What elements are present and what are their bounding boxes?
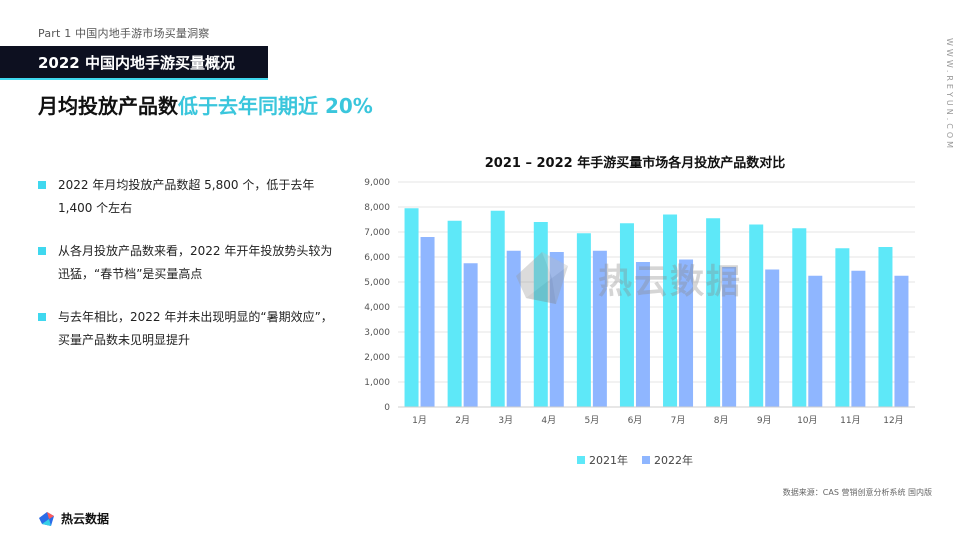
y-tick-label: 3,000 xyxy=(364,328,390,338)
bar-2022年 xyxy=(894,275,909,407)
bar-2022年 xyxy=(463,263,478,407)
insight-list: 2022 年月均投放产品数超 5,800 个，低于去年 1,400 个左右 从各… xyxy=(38,174,338,372)
y-tick-label: 5,000 xyxy=(364,278,390,288)
section-banner: 2022 中国内地手游买量概况 xyxy=(0,46,268,80)
bar-2021年 xyxy=(663,214,678,407)
x-tick-label: 3月 xyxy=(498,415,513,426)
legend-label-2021: 2021年 xyxy=(589,454,628,467)
bar-2022年 xyxy=(549,252,564,407)
insight-item: 与去年相比，2022 年并未出现明显的“暑期效应”，买量产品数未见明显提升 xyxy=(38,306,338,352)
bullet-square-icon xyxy=(38,181,46,189)
y-tick-label: 4,000 xyxy=(364,303,390,313)
bullet-square-icon xyxy=(38,313,46,321)
x-tick-label: 1月 xyxy=(412,415,427,426)
section-title: 2022 中国内地手游买量概况 xyxy=(38,53,235,72)
logo-text: 热云数据 xyxy=(61,512,110,526)
x-tick-label: 2月 xyxy=(455,415,470,426)
y-tick-label: 1,000 xyxy=(364,378,390,388)
legend-swatch-2022 xyxy=(642,456,650,464)
bar-2021年 xyxy=(706,218,721,407)
legend-item-2021: 2021年 xyxy=(577,452,628,468)
page-headline: 月均投放产品数低于去年同期近 20% xyxy=(38,90,373,119)
bar-2022年 xyxy=(765,269,780,407)
bar-2022年 xyxy=(679,259,694,407)
x-tick-label: 9月 xyxy=(757,415,772,426)
website-url: WWW.REYUN.COM xyxy=(945,38,954,152)
x-tick-label: 12月 xyxy=(883,415,903,426)
x-tick-label: 5月 xyxy=(585,415,600,426)
x-tick-label: 4月 xyxy=(541,415,556,426)
bar-2021年 xyxy=(878,247,893,407)
x-tick-label: 11月 xyxy=(840,415,860,426)
y-tick-label: 6,000 xyxy=(364,253,390,263)
x-tick-label: 7月 xyxy=(671,415,686,426)
y-tick-label: 0 xyxy=(384,403,390,413)
bar-2021年 xyxy=(576,233,591,407)
bar-2022年 xyxy=(506,250,521,407)
chart-title: 2021 – 2022 年手游买量市场各月投放产品数对比 xyxy=(484,156,786,171)
legend-item-2022: 2022年 xyxy=(642,452,693,468)
bar-2021年 xyxy=(533,222,548,407)
headline-primary: 月均投放产品数 xyxy=(38,94,178,118)
insight-text: 从各月投放产品数来看，2022 年开年投放势头较为迅猛，“春节档”是买量高点 xyxy=(58,244,333,281)
bar-2022年 xyxy=(635,262,650,407)
bar-2022年 xyxy=(420,237,435,407)
bar-2021年 xyxy=(835,248,850,407)
bar-2021年 xyxy=(447,220,462,407)
part-label: Part 1 中国内地手游市场买量洞察 xyxy=(38,27,210,40)
bar-2021年 xyxy=(792,228,807,407)
bar-2021年 xyxy=(404,208,419,407)
insight-text: 与去年相比，2022 年并未出现明显的“暑期效应”，买量产品数未见明显提升 xyxy=(58,310,333,347)
headline-highlight: 低于去年同期近 20% xyxy=(178,94,373,118)
bar-2022年 xyxy=(722,267,737,407)
y-tick-label: 9,000 xyxy=(364,178,390,188)
bar-2022年 xyxy=(592,250,607,407)
brand-logo: 热云数据 xyxy=(38,510,109,527)
y-tick-label: 7,000 xyxy=(364,228,390,238)
chart-legend: 2021年 2022年 xyxy=(350,452,920,468)
bar-2022年 xyxy=(808,275,823,407)
legend-swatch-2021 xyxy=(577,456,585,464)
x-tick-label: 10月 xyxy=(797,415,817,426)
insight-text: 2022 年月均投放产品数超 5,800 个，低于去年 1,400 个左右 xyxy=(58,178,315,215)
y-tick-label: 2,000 xyxy=(364,353,390,363)
insight-item: 从各月投放产品数来看，2022 年开年投放势头较为迅猛，“春节档”是买量高点 xyxy=(38,240,338,286)
insight-item: 2022 年月均投放产品数超 5,800 个，低于去年 1,400 个左右 xyxy=(38,174,338,220)
reyun-logo-icon xyxy=(39,511,54,526)
data-source-note: 数据来源：CAS 营销创意分析系统 国内版 xyxy=(782,488,932,497)
bar-2021年 xyxy=(749,224,764,407)
x-tick-label: 6月 xyxy=(628,415,643,426)
bullet-square-icon xyxy=(38,247,46,255)
bar-2021年 xyxy=(490,210,505,407)
y-tick-label: 8,000 xyxy=(364,203,390,213)
x-tick-label: 8月 xyxy=(714,415,729,426)
bar-2021年 xyxy=(619,223,634,407)
bar-2022年 xyxy=(851,270,866,407)
legend-label-2022: 2022年 xyxy=(654,454,693,467)
bar-chart: 0 1,000 2,000 3,000 4,000 5,000 6,000 7,000 8,00… xyxy=(364,178,915,426)
